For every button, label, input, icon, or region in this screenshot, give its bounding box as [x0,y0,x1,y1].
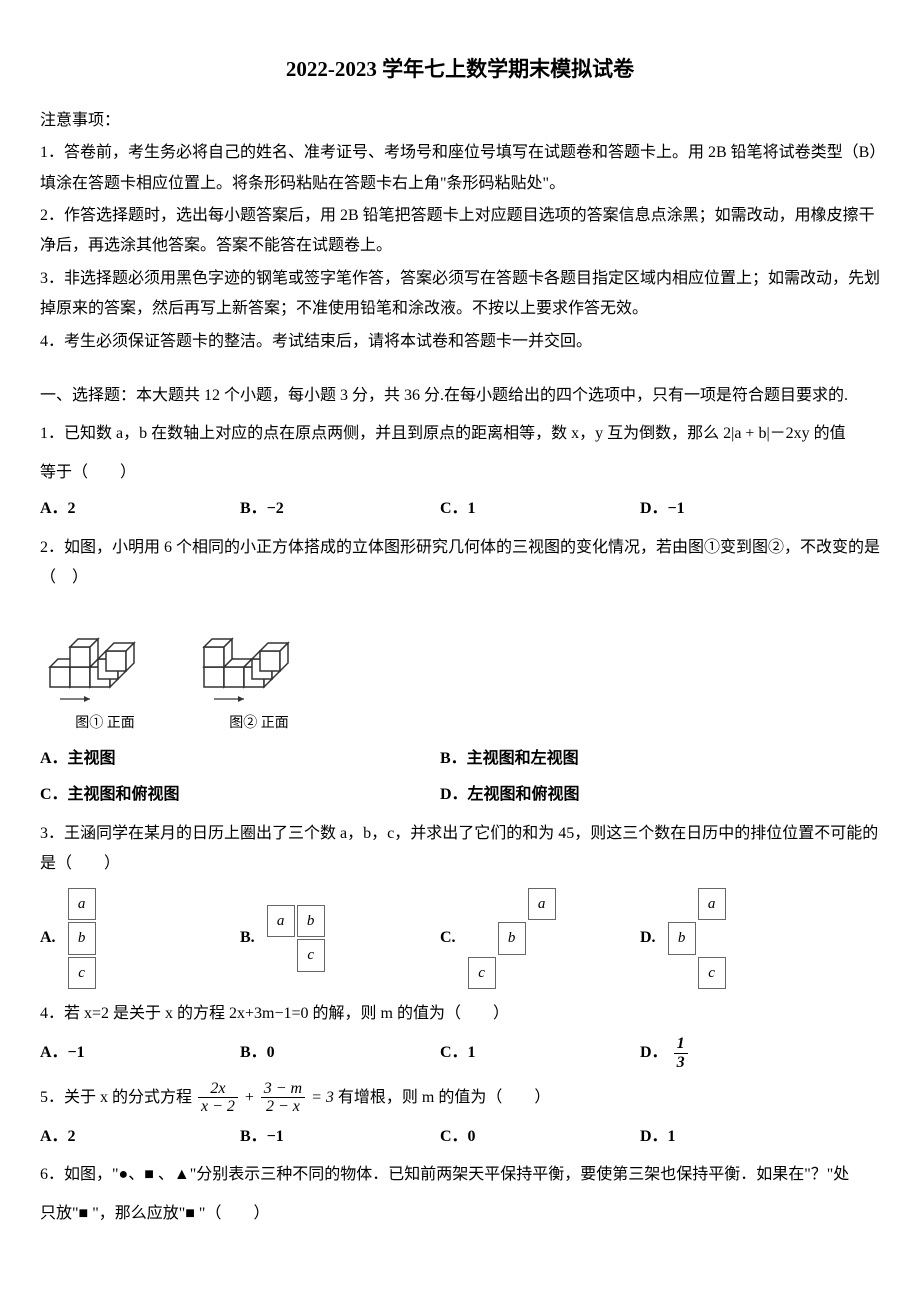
cell: a [68,888,96,921]
q1-opt-d: D．−1 [640,494,840,524]
q4-options: A．−1 B．0 C．1 D． 1 3 [40,1035,880,1071]
cell: b [297,905,325,938]
cell-empty [528,922,556,955]
q5-opt-c: C．0 [440,1122,640,1152]
cell-empty [698,922,726,955]
q3-table-a: a b c [66,886,98,992]
q5-f1-den: x − 2 [198,1098,238,1116]
cell: b [498,922,526,955]
cell: c [468,957,496,990]
q5-f2-num: 3 − m [261,1080,305,1099]
q4-opt-c: C．1 [440,1038,640,1068]
q3-opt-d: D. a b c [640,886,840,992]
cube-figure-2-icon [194,607,324,707]
q2-figures: 图① 正面 图② 正面 [40,607,880,738]
q5-f1-num: 2x [198,1080,238,1099]
page-title: 2022-2023 学年七上数学期末模拟试卷 [40,50,880,90]
q2-options-2: C．主视图和俯视图 D．左视图和俯视图 [40,780,880,810]
cell-empty [468,922,496,955]
question-3: 3．王涵同学在某月的日历上圈出了三个数 a，b，c，并求出了它们的和为 45，则… [40,819,880,880]
q4-opt-b: B．0 [240,1038,440,1068]
cell-empty [498,888,526,921]
q5-plus: + [244,1088,255,1105]
question-6-b: 只放"■ "，那么应放"■ "（ ） [40,1199,880,1229]
section-1-heading: 一、选择题：本大题共 12 个小题，每小题 3 分，共 36 分.在每小题给出的… [40,381,880,411]
q2-opt-b: B．主视图和左视图 [440,744,840,774]
cell: a [698,888,726,921]
question-2: 2．如图，小明用 6 个相同的小正方体搭成的立体图形研究几何体的三视图的变化情况… [40,533,880,594]
q1-opt-c: C．1 [440,494,640,524]
q5-f2-den: 2 − x [261,1098,305,1116]
q2-opt-d: D．左视图和俯视图 [440,780,840,810]
q5-text-b: 有增根，则 m 的值为（ ） [338,1088,550,1105]
q4-frac-num: 1 [674,1035,688,1054]
q3-label-d: D. [640,923,656,953]
cell: c [698,957,726,990]
q1-options: A．2 B．−2 C．1 D．−1 [40,494,880,524]
cell: a [267,905,295,938]
cell-empty [468,888,496,921]
notice-item-3: 3．非选择题必须用黑色字迹的钢笔或签字笔作答，答案必须写在答题卡各题目指定区域内… [40,264,880,325]
q5-eq: = 3 [311,1088,334,1105]
q3-opt-c: C. a b c [440,886,640,992]
q5-opt-b: B．−1 [240,1122,440,1152]
q4-opt-d-label: D． [640,1044,668,1061]
q2-opt-a: A．主视图 [40,744,440,774]
cube-figure-1-icon [40,607,170,707]
q3-opt-a: A. a b c [40,886,240,992]
q3-label-a: A. [40,923,56,953]
notice-item-2: 2．作答选择题时，选出每小题答案后，用 2B 铅笔把答题卡上对应题目选项的答案信… [40,201,880,262]
q1-text-a: 1．已知数 a，b 在数轴上对应的点在原点两侧，并且到原点的距离相等，数 x，y… [40,425,731,442]
q5-frac-2: 3 − m 2 − x [261,1080,305,1116]
q1-opt-b: B．−2 [240,494,440,524]
q2-figure-2: 图② 正面 [194,607,324,738]
q5-opt-a: A．2 [40,1122,240,1152]
q3-table-c: a b c [466,886,558,992]
cell: a [528,888,556,921]
q4-frac: 1 3 [674,1035,688,1071]
cell: c [68,957,96,990]
cell: b [668,922,696,955]
cell-empty [668,888,696,921]
q4-opt-d: D． 1 3 [640,1035,840,1071]
cell-empty [528,957,556,990]
q3-opt-b: B. ab c [240,903,440,974]
q3-table-b: ab c [265,903,327,974]
notice-item-1: 1．答卷前，考生务必将自己的姓名、准考证号、考场号和座位号填写在试题卷和答题卡上… [40,138,880,199]
q4-frac-den: 3 [674,1054,688,1072]
q5-opt-d: D．1 [640,1122,840,1152]
q5-frac-1: 2x x − 2 [198,1080,238,1116]
q2-caption-1: 图① 正面 [75,711,135,738]
q1-opt-a: A．2 [40,494,240,524]
q5-options: A．2 B．−1 C．0 D．1 [40,1122,880,1152]
q5-text-a: 5．关于 x 的分式方程 [40,1088,192,1105]
q2-caption-2: 图② 正面 [229,711,289,738]
cell-empty [267,939,295,972]
cell-empty [498,957,526,990]
q1-text-b: －2xy 的值 [770,425,846,442]
q2-figure-1: 图① 正面 [40,607,170,738]
question-1: 1．已知数 a，b 在数轴上对应的点在原点两侧，并且到原点的距离相等，数 x，y… [40,419,880,449]
q3-table-d: a b c [666,886,728,992]
question-6-a: 6．如图，"●、■ 、▲"分别表示三种不同的物体．已知前两架天平保持平衡，要使第… [40,1160,880,1190]
cell: b [68,922,96,955]
q2-opt-c: C．主视图和俯视图 [40,780,440,810]
q1-abs: |a + b| [731,425,770,442]
notice-heading: 注意事项： [40,106,880,136]
q3-options: A. a b c B. ab c C. a b c D. a b c [40,886,880,992]
question-5: 5．关于 x 的分式方程 2x x − 2 + 3 − m 2 − x = 3 … [40,1080,880,1116]
q4-opt-a: A．−1 [40,1038,240,1068]
q3-label-c: C. [440,923,456,953]
notice-item-4: 4．考生必须保证答题卡的整洁。考试结束后，请将本试卷和答题卡一并交回。 [40,327,880,357]
cell: c [297,939,325,972]
q1-text-c: 等于（ ） [40,458,880,488]
question-4: 4．若 x=2 是关于 x 的方程 2x+3m−1=0 的解，则 m 的值为（ … [40,999,880,1029]
q3-label-b: B. [240,923,255,953]
cell-empty [668,957,696,990]
q2-options: A．主视图 B．主视图和左视图 [40,744,880,774]
